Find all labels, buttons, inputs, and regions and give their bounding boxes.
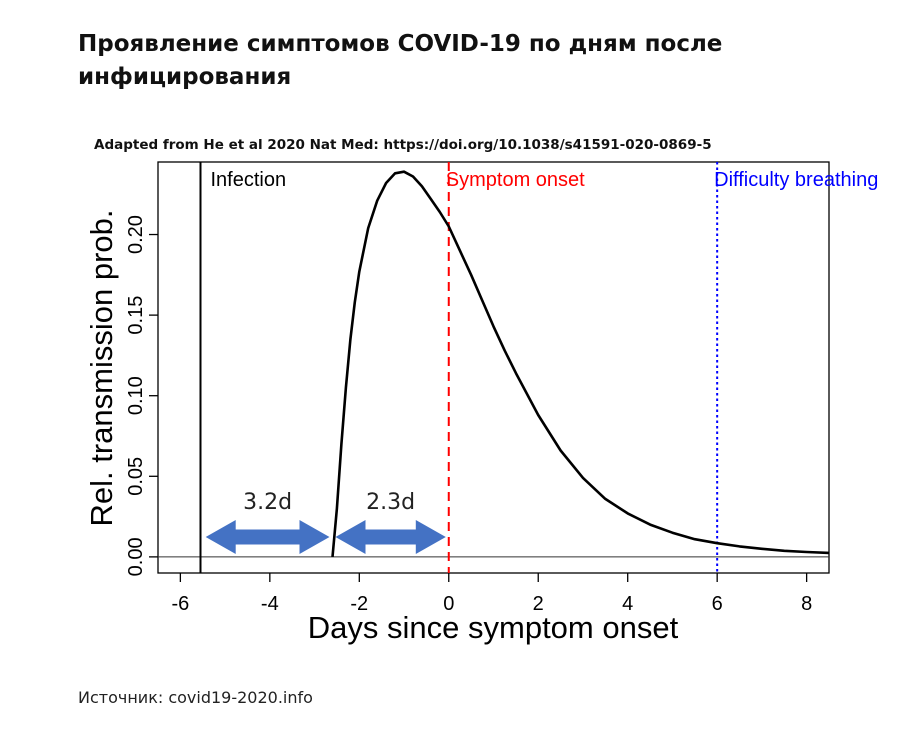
interval-label: 2.3d [366, 490, 415, 515]
y-tick-label: 0.20 [125, 215, 147, 254]
vline-label: Difficulty breathing [714, 169, 878, 191]
interval-arrows: 3.2d 2.3d [205, 490, 446, 554]
y-tick-label: 0.00 [125, 537, 147, 576]
x-axis-label: Days since symptom onset [308, 610, 679, 645]
x-tick-label: -2 [350, 593, 368, 615]
reference-lines: Infection Symptom onset Difficulty breathi… [158, 162, 878, 573]
x-tick-label: 8 [801, 593, 812, 615]
x-tick-label: -4 [261, 593, 279, 615]
vline-label: Infection [210, 169, 286, 191]
x-tick-label: 0 [443, 593, 454, 615]
y-tick-label: 0.10 [125, 376, 147, 415]
page-title: Проявление симптомов COVID-19 по дням по… [78, 31, 723, 90]
series-line [331, 170, 830, 558]
x-tick-label: 2 [533, 593, 544, 615]
series-layer [331, 170, 830, 558]
y-axis: 0.00 0.05 0.10 0.15 0.20 [125, 215, 158, 576]
chart-citation: Adapted from He et al 2020 Nat Med: http… [94, 137, 712, 153]
source-note: Источник: covid19-2020.info [78, 688, 313, 707]
x-tick-label: 6 [712, 593, 723, 615]
interval-arrow [335, 520, 446, 554]
vline-label: Symptom onset [446, 169, 585, 191]
plot-frame [157, 161, 830, 574]
interval-arrow [205, 520, 330, 554]
x-axis: -6 -4 -2 0 2 4 6 8 [171, 573, 812, 615]
x-tick-label: 4 [622, 593, 633, 615]
interval-label: 3.2d [243, 490, 292, 515]
y-tick-label: 0.15 [125, 296, 147, 335]
y-axis-label: Rel. transmission prob. [84, 209, 119, 526]
y-tick-label: 0.05 [125, 457, 147, 496]
x-tick-label: -6 [171, 593, 189, 615]
